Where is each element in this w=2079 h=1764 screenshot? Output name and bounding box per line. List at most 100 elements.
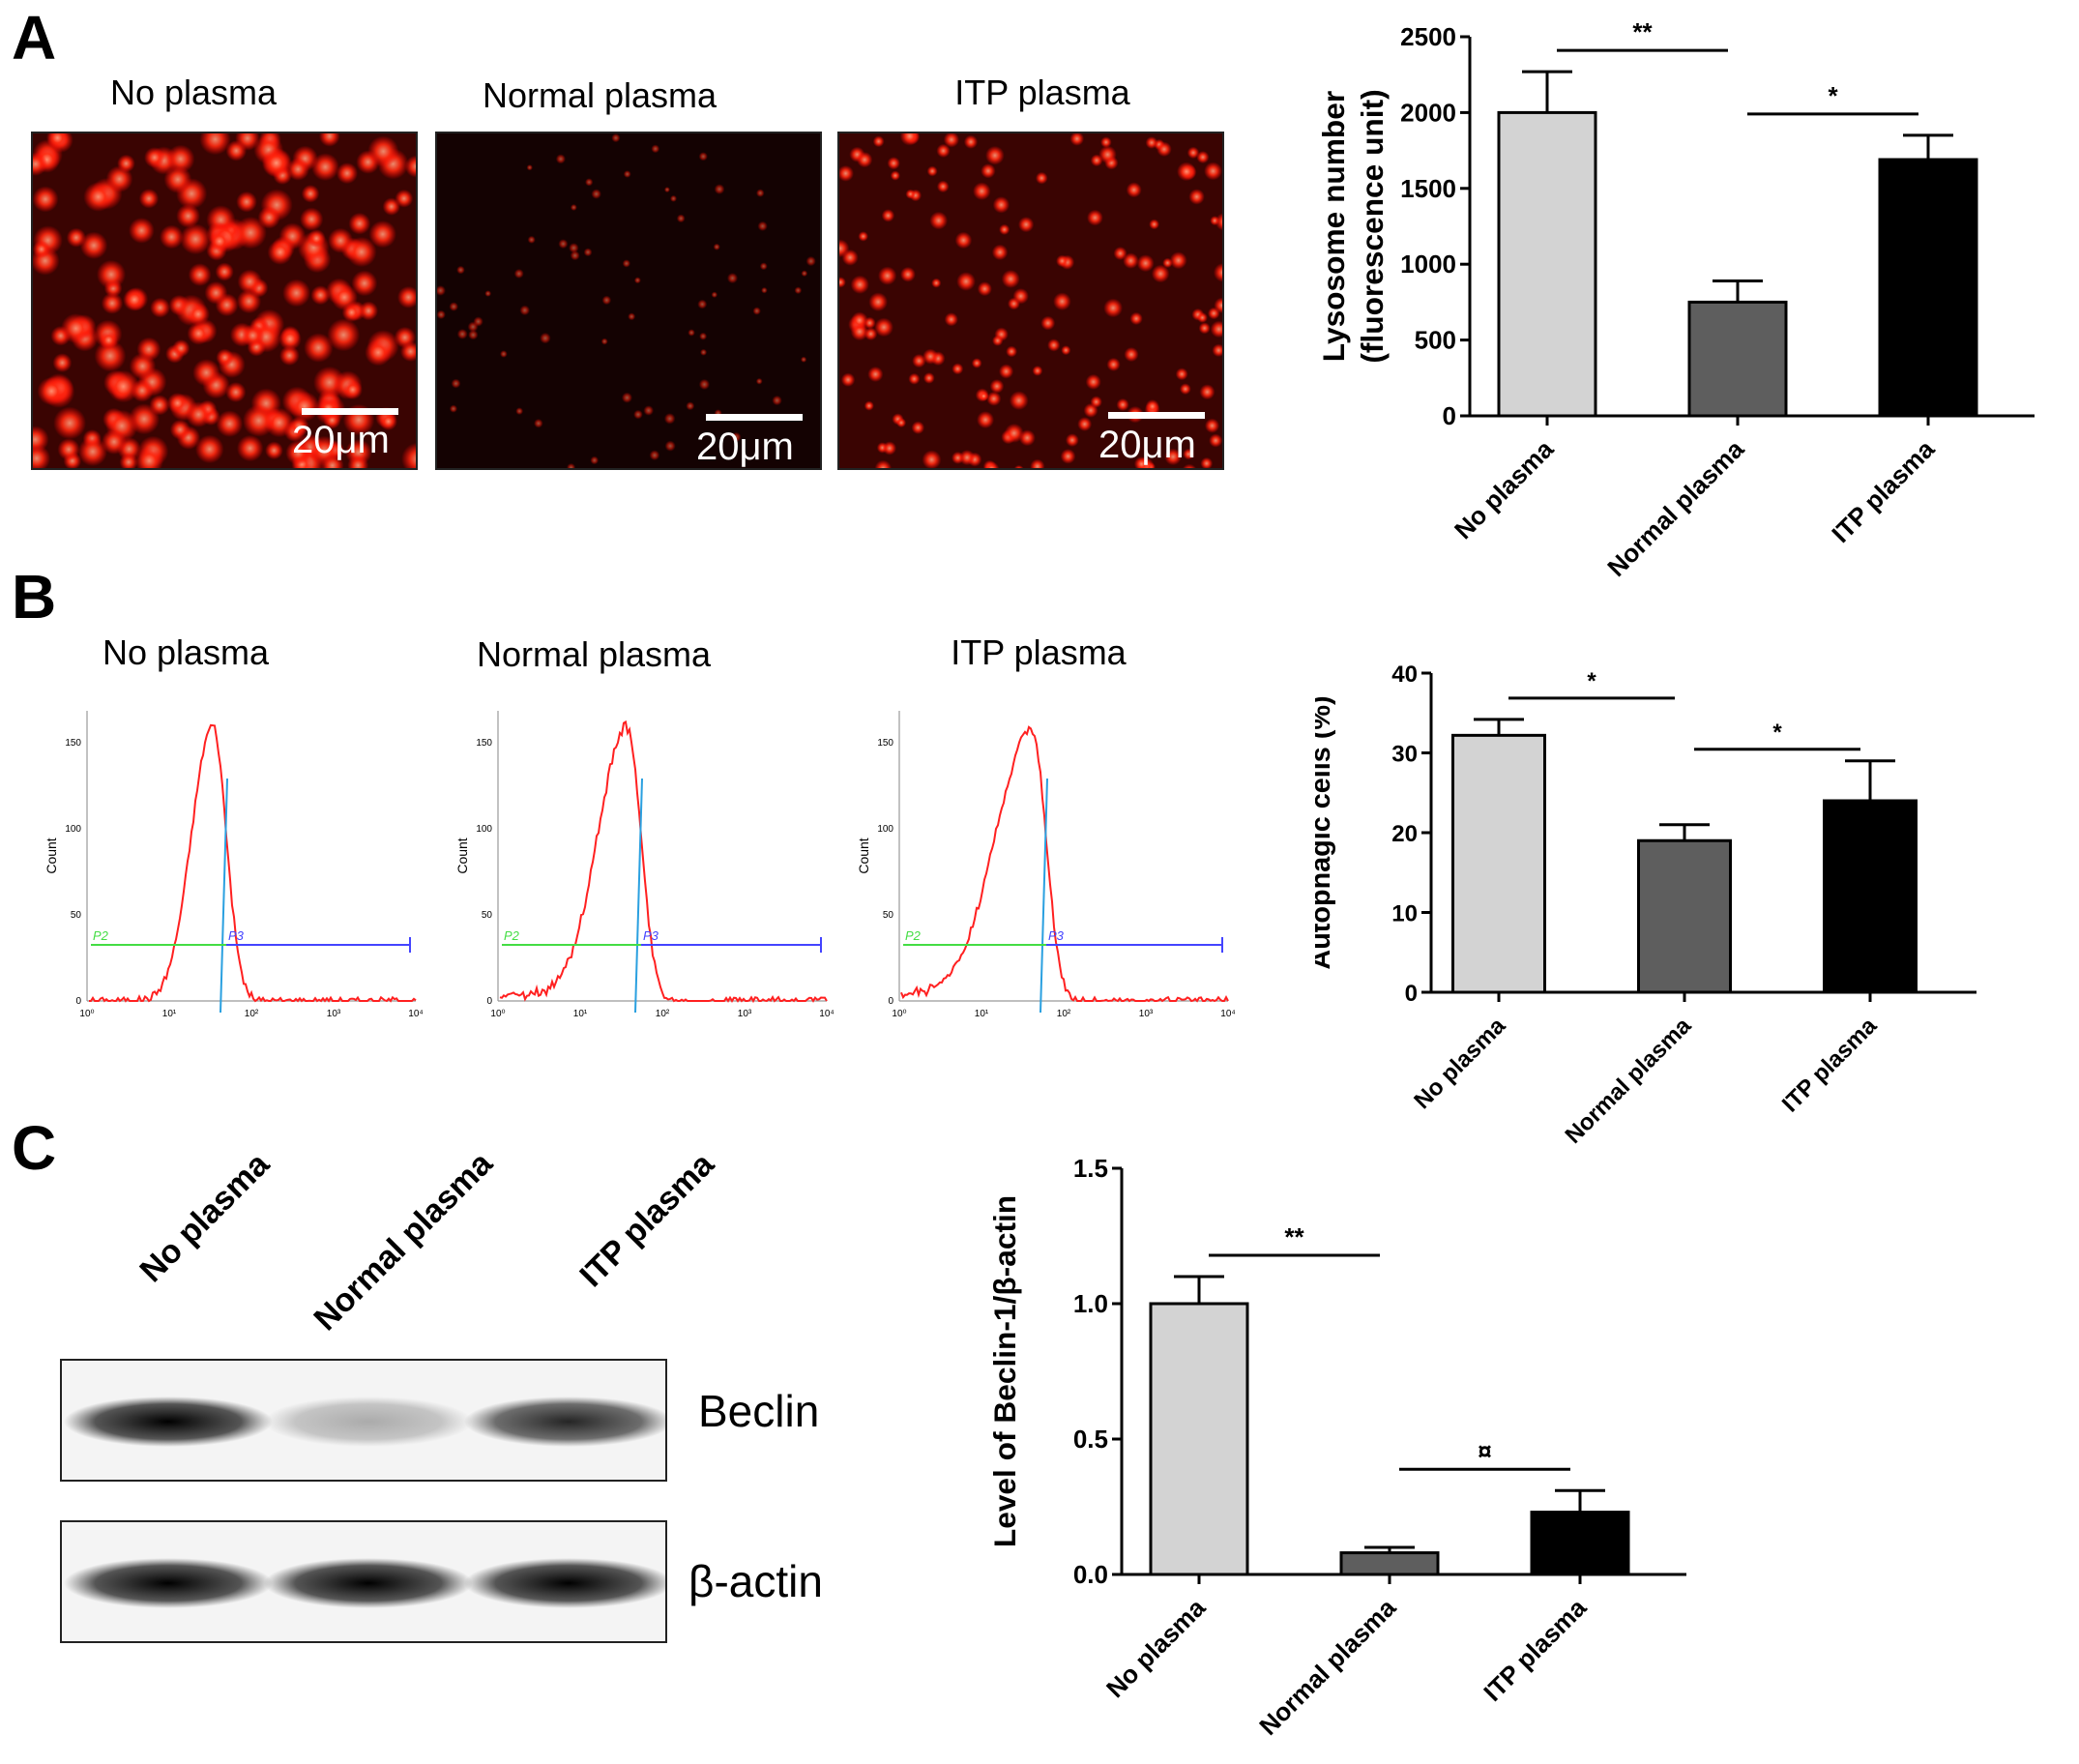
lysosome-dot <box>166 144 195 174</box>
lysosome-dot <box>623 170 631 178</box>
x-tick-label: 10¹ <box>975 1009 989 1019</box>
lysosome-dot <box>278 327 302 351</box>
lysosome-dot <box>456 328 468 339</box>
panel-letter-a: A <box>12 3 57 73</box>
lysosome-dot <box>1162 257 1173 269</box>
lysosome-dot <box>757 220 768 232</box>
lysosome-dot <box>236 191 257 213</box>
lysosome-dot <box>700 348 708 356</box>
scale-bar <box>706 414 803 421</box>
lysosome-dot <box>839 277 846 288</box>
scale-label: 20μm <box>292 419 390 461</box>
lysosome-dot <box>194 434 224 464</box>
flow-title-no-plasma: No plasma <box>102 632 270 672</box>
lysosome-dot <box>1006 345 1018 358</box>
scale-bar <box>302 408 398 415</box>
lysosome-dot <box>570 204 577 211</box>
lysosome-dot <box>794 286 803 295</box>
lysosome-dot <box>887 157 900 170</box>
lysosome-dot <box>37 376 66 406</box>
x-tick-label: 10⁴ <box>1220 1009 1235 1019</box>
y-tick-label: 50 <box>71 910 82 921</box>
x-tick-label: Normal plasma <box>1601 434 1749 582</box>
lysosome-dot <box>905 189 916 199</box>
lysosome-dot <box>282 279 311 308</box>
scale-label: 20μm <box>696 426 794 468</box>
blot-band <box>64 1396 273 1447</box>
y-tick-label: 0 <box>75 996 81 1007</box>
lysosome-dot <box>1149 219 1160 230</box>
lysosome-dot <box>1204 418 1220 433</box>
lysosome-dot <box>621 392 633 403</box>
lysosome-dot <box>187 303 210 326</box>
lysosome-dot <box>160 224 184 250</box>
lysosome-dot <box>989 379 1005 394</box>
lysosome-dot <box>908 372 921 385</box>
lysosome-dot <box>952 363 964 375</box>
y-tick-label: 50 <box>883 910 894 921</box>
gate-p3-label: P3 <box>1048 928 1065 943</box>
lysosome-dot <box>868 292 889 312</box>
lysosome-dot <box>192 359 220 387</box>
micrograph-normal-plasma: 20μm <box>435 132 822 470</box>
lysosome-dot <box>367 135 399 167</box>
lysosome-dot <box>851 311 868 330</box>
lysosome-dot <box>1213 262 1222 282</box>
lysosome-dot <box>922 348 939 365</box>
lysosome-dot <box>1069 133 1085 146</box>
cursor-line <box>634 778 643 1014</box>
lysosome-dot <box>331 283 358 311</box>
lysosome-dot <box>971 358 982 368</box>
lysosome-dot <box>805 255 816 267</box>
lysosome-dot <box>77 436 108 467</box>
y-axis-label: Level of Beclin-1/β-actin <box>987 1195 1022 1547</box>
lysosome-dot <box>45 133 69 150</box>
lysosome-dot <box>1145 136 1158 149</box>
lysosome-dot <box>301 185 320 203</box>
x-tick-label: ITP plasma <box>1478 1593 1592 1707</box>
lysosome-dot <box>396 285 416 309</box>
lysosome-dot <box>985 145 1005 165</box>
lysosome-dot <box>633 409 643 420</box>
lysosome-dot <box>53 406 87 440</box>
lysosome-dot <box>106 369 140 403</box>
lysosome-dot <box>1186 146 1200 160</box>
wb-lane-no-plasma: No plasma <box>132 1145 277 1290</box>
lysosome-dot <box>874 459 893 468</box>
lysosome-dot <box>1204 162 1222 181</box>
lysosome-dot <box>347 455 369 468</box>
lysosome-dot <box>755 377 763 385</box>
lysosome-dot <box>1212 343 1222 358</box>
lysosome-dot <box>922 372 935 384</box>
significance-label: ** <box>1632 17 1653 46</box>
bar <box>1149 1302 1249 1576</box>
lysosome-dot <box>519 305 531 316</box>
lysosome-dot <box>204 280 228 305</box>
lysosome-dot <box>449 302 459 311</box>
lysosome-dot <box>979 391 989 401</box>
micro-title-no-plasma: No plasma <box>109 73 278 112</box>
y-tick-label: 10 <box>1391 901 1418 927</box>
histogram-trace <box>499 720 828 1004</box>
lysosome-dot <box>311 153 339 182</box>
gate-p3-label: P3 <box>643 928 659 943</box>
lysosome-dot <box>622 259 631 268</box>
blot-band <box>264 1396 473 1447</box>
lysosome-dot <box>379 412 397 431</box>
lysosome-dot <box>1129 311 1143 326</box>
lysosome-dot <box>122 287 146 311</box>
lysosome-dot <box>129 352 157 380</box>
lysosome-dot <box>1056 254 1069 268</box>
lysosome-dot <box>320 454 344 468</box>
lysosome-dot <box>555 154 566 164</box>
lysosome-dot <box>973 182 991 200</box>
lysosome-dot <box>327 318 361 352</box>
lysosome-dot <box>242 404 276 437</box>
y-tick-label: 0 <box>1443 401 1456 430</box>
y-tick-label: 40 <box>1391 662 1418 688</box>
lysosome-dot <box>959 450 976 466</box>
x-tick-label: 10² <box>1057 1009 1071 1019</box>
lysosome-dot <box>131 379 154 402</box>
lysosome-dot <box>998 364 1014 379</box>
lysosome-dot <box>310 285 331 306</box>
